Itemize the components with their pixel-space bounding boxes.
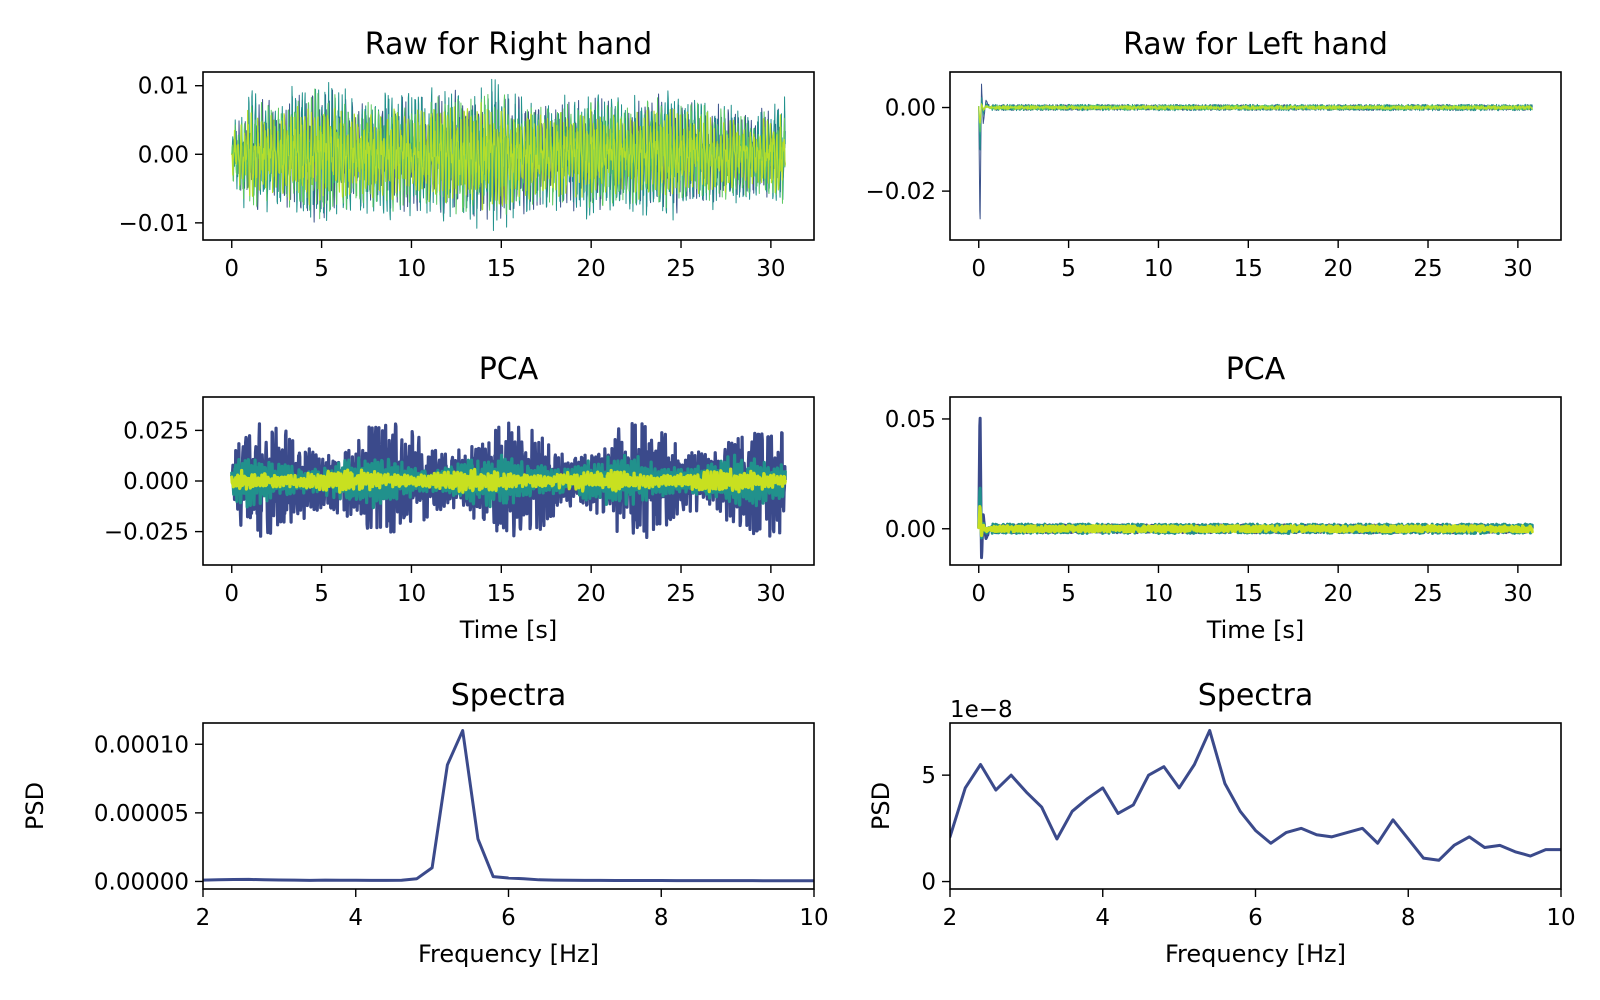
series-group	[230, 421, 787, 540]
x-tick-label: 10	[397, 256, 426, 282]
subplot-title: PCA	[479, 352, 539, 387]
subplot-spectra-left: Spectra 2 4 6 8 10 0 5 Frequency [Hz] PSD 1e−8	[867, 678, 1576, 968]
x-tick-label: 10	[1144, 256, 1173, 282]
x-axis-label: Frequency [Hz]	[1165, 940, 1346, 968]
subplot-spectra-right: Spectra 2 4 6 8 10 0.00000 0.00005 0.00010 Freque…	[21, 678, 829, 968]
x-tick-label: 30	[756, 581, 785, 607]
x-tick-label: 15	[1234, 581, 1263, 607]
subplot-pca-right: PCA 0 5 10 15 20 25 30 −0.025 0.000 0.025 Time [s]	[104, 352, 815, 644]
axes-frame	[949, 71, 1562, 241]
y-tick-label: 0.00000	[94, 869, 189, 895]
subplot-title: Spectra	[451, 678, 567, 713]
series-line-1	[950, 728, 1561, 862]
x-tick-label: 30	[1503, 256, 1532, 282]
x-tick-label: 5	[1061, 256, 1076, 282]
x-tick-label: 8	[1401, 905, 1416, 931]
x-tick-label: 25	[1413, 581, 1442, 607]
subplot-title: Raw for Right hand	[365, 27, 652, 62]
y-offset-text: 1e−8	[950, 697, 1013, 723]
y-tick-label: −0.02	[866, 179, 936, 205]
x-tick-label: 25	[666, 581, 695, 607]
y-tick-label: 0.00	[885, 517, 936, 543]
subplot-pca-left: PCA 0 5 10 15 20 25 30 0.00 0.05 Time [s]	[885, 352, 1562, 644]
y-axis-label: PSD	[867, 782, 895, 830]
x-tick-label: 10	[1144, 581, 1173, 607]
y-tick-label: 0.00010	[94, 732, 189, 758]
x-tick-label: 0	[971, 581, 986, 607]
x-tick-label: 20	[577, 256, 606, 282]
x-tick-label: 15	[487, 256, 516, 282]
axes-frame	[949, 396, 1562, 566]
x-tick-label: 6	[501, 905, 516, 931]
series-group	[977, 416, 1534, 560]
axes-frame	[202, 722, 815, 890]
y-tick-label: 0.000	[123, 469, 189, 495]
x-tick-label: 5	[314, 581, 329, 607]
x-tick-label: 10	[799, 905, 828, 931]
y-tick-label: 0.00	[138, 142, 189, 168]
x-tick-label: 30	[1503, 581, 1532, 607]
x-tick-label: 2	[943, 905, 958, 931]
x-axis-label: Time [s]	[459, 616, 558, 644]
x-tick-label: 15	[487, 581, 516, 607]
series-line-3	[977, 505, 1534, 538]
x-tick-label: 5	[1061, 581, 1076, 607]
y-tick-label: 0.025	[123, 418, 189, 444]
series-line-4	[978, 103, 1533, 124]
subplot-title: Spectra	[1198, 678, 1314, 713]
y-tick-label: 5	[921, 763, 936, 789]
subplot-title: PCA	[1226, 352, 1286, 387]
series-line-3	[230, 467, 787, 494]
x-tick-label: 4	[348, 905, 363, 931]
subplot-title: Raw for Left hand	[1123, 27, 1388, 62]
y-axis-label: PSD	[21, 782, 49, 830]
y-tick-label: 0.00005	[94, 801, 189, 827]
x-tick-label: 0	[971, 256, 986, 282]
x-tick-label: 20	[577, 581, 606, 607]
x-axis-label: Time [s]	[1206, 616, 1305, 644]
series-group	[203, 729, 814, 883]
x-tick-label: 5	[314, 256, 329, 282]
x-tick-label: 10	[397, 581, 426, 607]
series-group	[231, 78, 786, 231]
series-line-1	[203, 729, 814, 883]
subplot-raw-right: Raw for Right hand 0 5 10 15 20 25 30 −0.01 0.00 0…	[119, 27, 815, 282]
series-group	[950, 728, 1561, 862]
x-tick-label: 25	[1413, 256, 1442, 282]
y-tick-label: −0.01	[119, 211, 189, 237]
subplot-raw-left: Raw for Left hand 0 5 10 15 20 25 30 −0.02 0.00	[866, 27, 1562, 282]
y-tick-label: 0	[921, 870, 936, 896]
x-tick-label: 0	[224, 256, 239, 282]
series-line-4	[231, 102, 786, 211]
x-tick-label: 30	[756, 256, 785, 282]
x-tick-label: 8	[654, 905, 669, 931]
y-tick-label: 0.00	[885, 96, 936, 122]
x-tick-label: 25	[666, 256, 695, 282]
x-tick-label: 15	[1234, 256, 1263, 282]
y-tick-label: 0.01	[138, 74, 189, 100]
x-tick-label: 2	[196, 905, 211, 931]
x-axis-label: Frequency [Hz]	[418, 940, 599, 968]
series-group	[978, 83, 1533, 220]
x-tick-label: 6	[1248, 905, 1263, 931]
x-tick-label: 0	[224, 581, 239, 607]
x-tick-label: 10	[1546, 905, 1575, 931]
series-line-1	[977, 416, 1534, 560]
x-tick-label: 4	[1095, 905, 1110, 931]
y-tick-label: −0.025	[104, 520, 189, 546]
x-tick-label: 20	[1324, 256, 1353, 282]
x-tick-label: 20	[1324, 581, 1353, 607]
axes-frame	[202, 71, 815, 241]
y-tick-label: 0.05	[885, 407, 936, 433]
